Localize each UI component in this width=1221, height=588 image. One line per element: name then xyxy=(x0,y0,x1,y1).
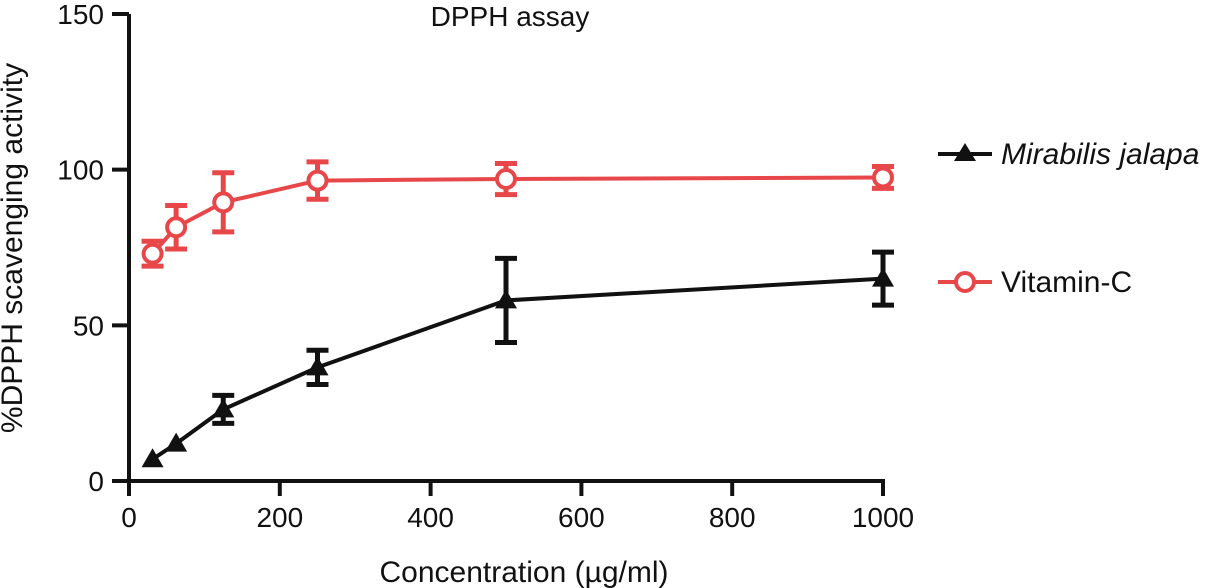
data-point xyxy=(495,289,517,309)
data-point xyxy=(141,448,164,468)
x-axis-title: Concentration (µg/ml) xyxy=(379,556,668,588)
legend-item-vitamin-c: Vitamin-C xyxy=(938,266,1132,299)
x-tick-label: 1000 xyxy=(852,502,914,533)
series-vitamin-c xyxy=(141,159,894,269)
x-tick-label: 400 xyxy=(407,502,454,533)
x-axis: 0 200 400 600 800 1000 xyxy=(121,479,914,533)
data-point xyxy=(872,267,894,287)
data-point xyxy=(306,169,329,192)
data-point xyxy=(872,166,894,189)
legend-item-mirabilis-jalapa: Mirabilis jalapa xyxy=(938,138,1199,171)
data-point xyxy=(495,168,517,191)
data-point xyxy=(212,191,235,214)
data-point xyxy=(212,398,235,418)
y-tick-label: 0 xyxy=(88,466,104,497)
x-tick-label: 600 xyxy=(558,502,605,533)
legend-label-vitamin-c: Vitamin-C xyxy=(1001,266,1132,299)
y-tick-label: 50 xyxy=(73,310,104,341)
legend-label-mirabilis-jalapa: Mirabilis jalapa xyxy=(1001,138,1199,171)
y-axis-title: %DPPH scavenging activity xyxy=(0,63,29,433)
data-point xyxy=(141,242,164,265)
x-tick-label: 0 xyxy=(121,502,137,533)
series-line xyxy=(151,276,884,461)
y-tick-label: 150 xyxy=(57,0,104,30)
y-tick-label: 100 xyxy=(57,155,104,186)
legend: Mirabilis jalapa Vitamin-C xyxy=(938,138,1199,299)
x-ticks: 0 200 400 600 800 1000 xyxy=(121,481,914,533)
series-line xyxy=(151,175,884,256)
x-tick-label: 200 xyxy=(256,502,303,533)
x-tick-label: 800 xyxy=(709,502,756,533)
y-axis: 0 50 100 150 xyxy=(57,0,131,497)
legend-circle-marker-icon xyxy=(954,271,976,293)
data-point xyxy=(165,216,188,239)
plot-series xyxy=(141,159,894,468)
y-ticks: 0 50 100 150 xyxy=(57,0,129,497)
data-point xyxy=(165,432,188,452)
series-mirabilis-jalapa xyxy=(141,249,894,468)
chart-title: DPPH assay xyxy=(431,1,590,32)
data-point xyxy=(306,356,329,376)
legend-triangle-marker-icon xyxy=(954,143,976,161)
